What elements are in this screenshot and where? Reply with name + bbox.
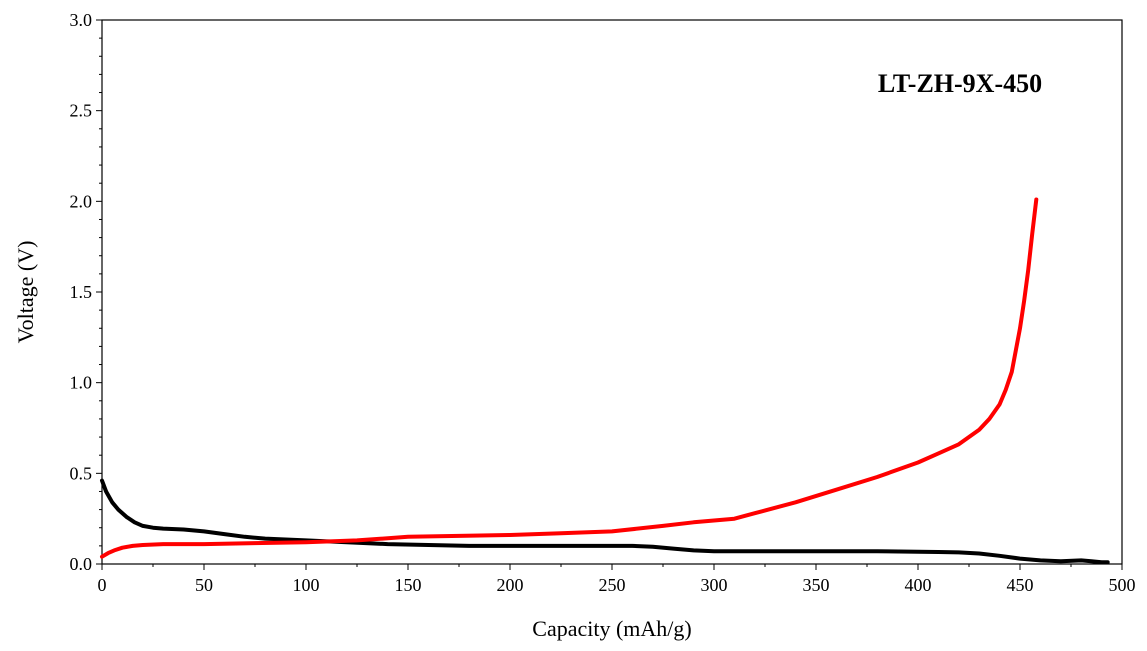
x-tick-label: 0 (98, 575, 107, 595)
red-series-line (100, 197, 1039, 559)
annotation-label: LT-ZH-9X-450 (878, 69, 1042, 98)
x-tick-label: 200 (497, 575, 524, 595)
y-tick-label: 2.0 (70, 191, 93, 211)
y-tick-label: 1.5 (70, 282, 93, 302)
plot-area-frame (101, 19, 1123, 565)
y-axis-title: Voltage (V) (13, 241, 38, 344)
y-tick-label: 0.5 (70, 463, 93, 483)
y-axis: 0.0 0.5 1.0 1.5 2.0 2.5 3.0 (70, 10, 102, 574)
x-tick-label: 350 (803, 575, 830, 595)
x-tick-label: 100 (293, 575, 320, 595)
x-tick-label: 400 (905, 575, 932, 595)
black-series-line (100, 478, 1110, 565)
x-tick-label: 300 (701, 575, 728, 595)
x-tick-label: 450 (1007, 575, 1034, 595)
x-axis: 0 50 100 150 200 250 300 350 400 450 500 (98, 564, 1136, 595)
y-tick-label: 3.0 (70, 10, 93, 30)
y-tick-label: 1.0 (70, 373, 93, 393)
x-tick-label: 500 (1109, 575, 1136, 595)
y-tick-label: 2.5 (70, 101, 93, 121)
y-tick-label: 0.0 (70, 554, 93, 574)
series-layer (100, 197, 1110, 565)
x-tick-label: 250 (599, 575, 626, 595)
x-axis-title: Capacity (mAh/g) (532, 616, 691, 641)
x-tick-label: 150 (395, 575, 422, 595)
x-tick-label: 50 (195, 575, 213, 595)
